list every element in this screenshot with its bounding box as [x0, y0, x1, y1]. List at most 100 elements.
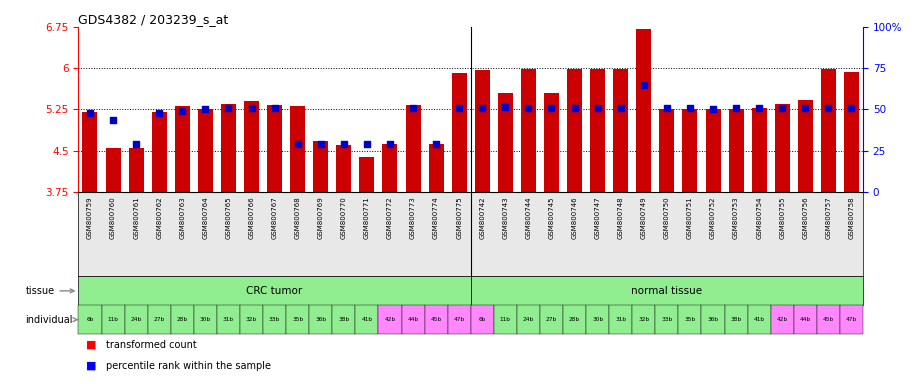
- Point: [128, 141, 143, 147]
- Bar: [748, 305, 771, 334]
- Bar: [448, 305, 471, 334]
- Text: GSM800768: GSM800768: [294, 196, 301, 239]
- Text: GDS4382 / 203239_s_at: GDS4382 / 203239_s_at: [78, 13, 229, 26]
- Bar: [521, 69, 536, 192]
- Bar: [586, 305, 609, 334]
- Bar: [821, 69, 836, 192]
- Text: 44b: 44b: [799, 317, 811, 322]
- Bar: [221, 104, 236, 192]
- Text: 45b: 45b: [430, 317, 442, 322]
- Text: GSM800760: GSM800760: [110, 196, 116, 239]
- Text: GSM800742: GSM800742: [479, 196, 485, 239]
- Text: GSM800755: GSM800755: [779, 196, 785, 239]
- Point: [359, 141, 375, 147]
- Bar: [128, 148, 144, 192]
- Text: GSM800751: GSM800751: [687, 196, 693, 239]
- Bar: [267, 105, 282, 192]
- Point: [590, 105, 605, 111]
- Point: [151, 110, 166, 116]
- Bar: [355, 305, 378, 334]
- Bar: [751, 108, 767, 192]
- Text: GSM800743: GSM800743: [502, 196, 509, 239]
- Text: 35b: 35b: [292, 317, 304, 322]
- Text: GSM800749: GSM800749: [641, 196, 647, 239]
- Text: GSM800774: GSM800774: [433, 196, 439, 239]
- Bar: [632, 305, 655, 334]
- Text: GSM800754: GSM800754: [756, 196, 762, 239]
- Bar: [171, 305, 194, 334]
- Bar: [609, 305, 632, 334]
- Bar: [378, 305, 402, 334]
- Bar: [290, 106, 306, 192]
- Bar: [359, 157, 375, 192]
- Text: ■: ■: [87, 339, 97, 350]
- Text: 6b: 6b: [87, 317, 93, 322]
- Text: 31b: 31b: [222, 317, 234, 322]
- Bar: [817, 305, 840, 334]
- Point: [267, 105, 282, 111]
- Bar: [678, 305, 701, 334]
- Text: normal tissue: normal tissue: [631, 286, 702, 296]
- Text: 45b: 45b: [822, 317, 834, 322]
- Point: [405, 105, 420, 111]
- Bar: [402, 305, 425, 334]
- Text: 38b: 38b: [338, 317, 350, 322]
- Point: [382, 141, 397, 147]
- Text: 30b: 30b: [592, 317, 604, 322]
- Point: [474, 105, 489, 111]
- Bar: [313, 141, 329, 192]
- Bar: [659, 109, 675, 192]
- Bar: [797, 99, 813, 192]
- Bar: [82, 112, 98, 192]
- Text: 42b: 42b: [384, 317, 396, 322]
- Text: GSM800746: GSM800746: [571, 196, 578, 239]
- Bar: [332, 305, 355, 334]
- Bar: [382, 144, 398, 192]
- Text: 33b: 33b: [269, 317, 281, 322]
- Bar: [78, 276, 471, 305]
- Text: GSM800763: GSM800763: [179, 196, 186, 239]
- Point: [497, 104, 512, 110]
- Bar: [451, 73, 467, 192]
- Text: GSM800756: GSM800756: [802, 196, 809, 239]
- Text: GSM800744: GSM800744: [525, 196, 532, 239]
- Point: [336, 141, 351, 147]
- Bar: [194, 305, 217, 334]
- Text: transformed count: transformed count: [106, 339, 197, 350]
- Bar: [474, 70, 490, 192]
- Text: GSM800761: GSM800761: [133, 196, 139, 239]
- Bar: [198, 109, 213, 192]
- Text: GSM800766: GSM800766: [248, 196, 255, 239]
- Text: GSM800771: GSM800771: [364, 196, 370, 239]
- Bar: [125, 305, 148, 334]
- Point: [821, 105, 835, 111]
- Bar: [563, 305, 586, 334]
- Bar: [636, 28, 652, 192]
- Point: [105, 118, 120, 124]
- Text: GSM800770: GSM800770: [341, 196, 347, 239]
- Bar: [494, 305, 517, 334]
- Text: 36b: 36b: [707, 317, 719, 322]
- Point: [682, 105, 697, 111]
- Bar: [428, 144, 444, 192]
- Text: GSM800767: GSM800767: [271, 196, 278, 239]
- Text: 44b: 44b: [407, 317, 419, 322]
- Bar: [102, 305, 125, 334]
- Point: [544, 105, 558, 111]
- Text: 24b: 24b: [130, 317, 142, 322]
- Bar: [682, 109, 698, 192]
- Bar: [78, 305, 102, 334]
- Bar: [471, 305, 494, 334]
- Point: [844, 105, 858, 111]
- Bar: [151, 112, 167, 192]
- Text: GSM800773: GSM800773: [410, 196, 416, 239]
- Point: [521, 105, 535, 111]
- Text: GSM800752: GSM800752: [710, 196, 716, 239]
- Text: GSM800762: GSM800762: [156, 196, 162, 239]
- Point: [451, 105, 466, 111]
- Text: 28b: 28b: [569, 317, 581, 322]
- Text: 6b: 6b: [479, 317, 485, 322]
- Text: ■: ■: [87, 361, 97, 371]
- Bar: [590, 69, 605, 192]
- Point: [705, 106, 720, 113]
